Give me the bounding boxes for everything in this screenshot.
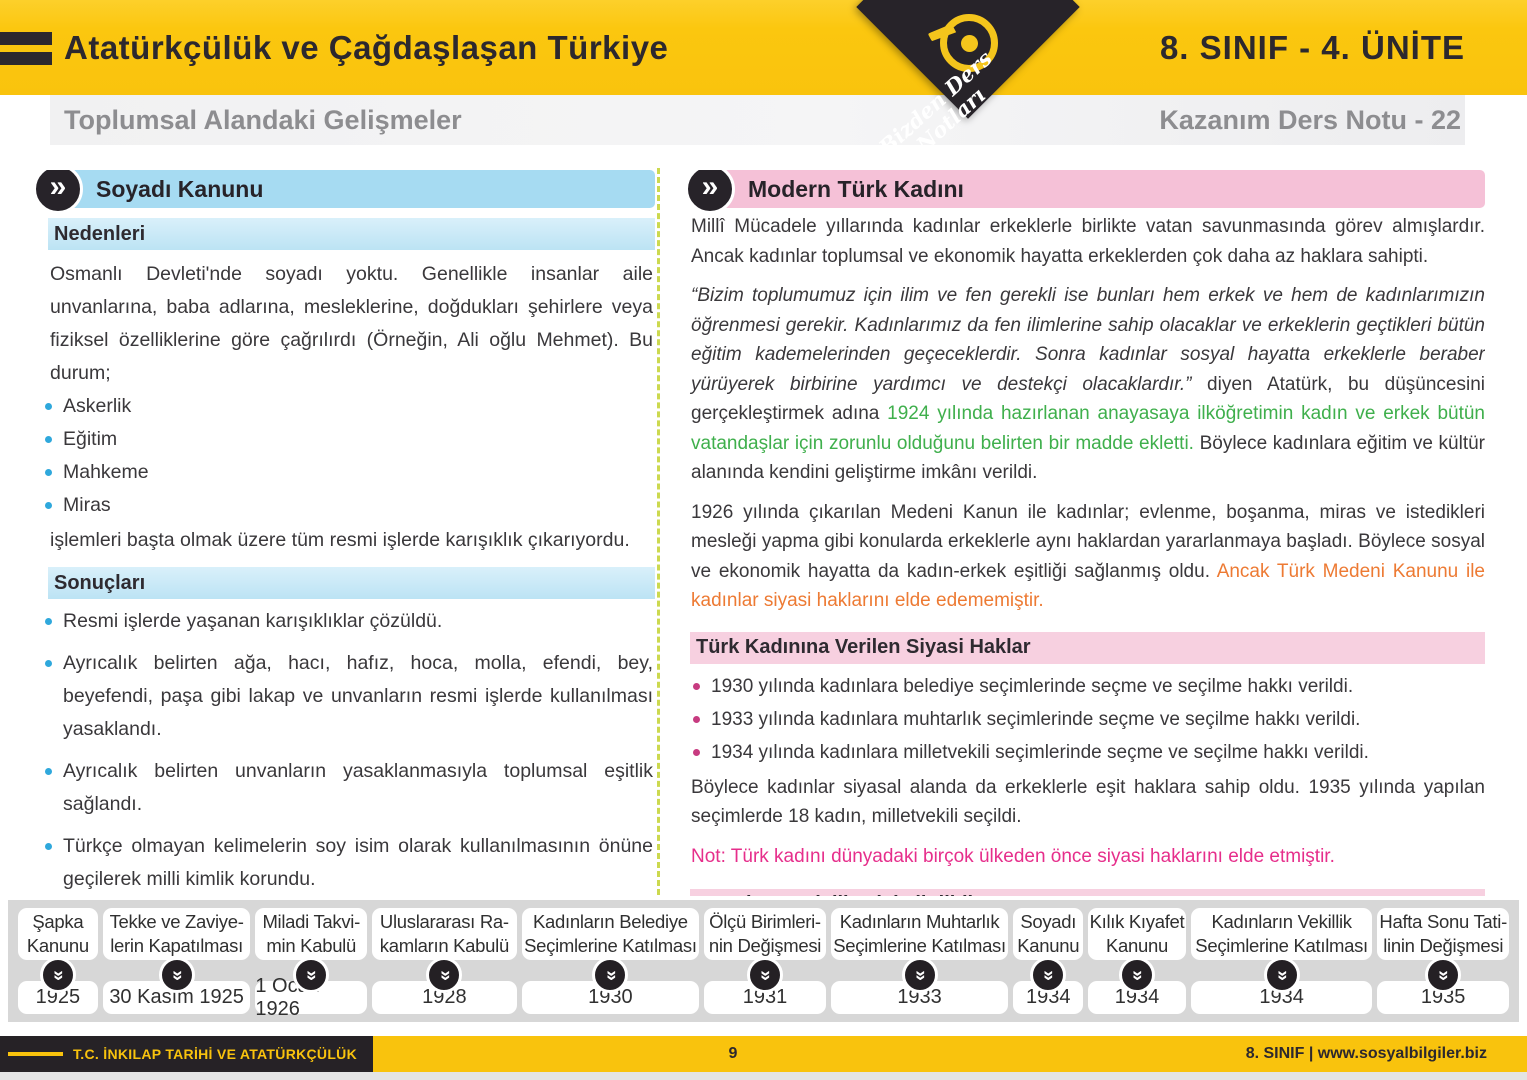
- chevrons-right-icon: »: [685, 170, 735, 214]
- header-bar: Atatürkçülük ve Çağdaşlaşan Türkiye 8. S…: [0, 0, 1527, 95]
- reasons-header: Nedenleri: [48, 218, 655, 250]
- note-text: Not: Türk kadını dünyadaki birçok ülkede…: [691, 845, 1335, 867]
- reasons-list: Askerlik Eğitim Mahkeme Miras: [33, 390, 655, 522]
- timeline-event-label: Kılık Kıyafet Kanunu: [1088, 908, 1186, 960]
- bottom-strip: [0, 1072, 1527, 1080]
- timeline-event-date: 1931: [704, 981, 826, 1014]
- list-item: Mahkeme: [33, 456, 655, 489]
- topic-title: Toplumsal Alandaki Gelişmeler: [64, 104, 462, 135]
- menu-bars-icon: [0, 32, 52, 65]
- civil-code-paragraph: 1926 yılında çıkarılan Medeni Kanun ile …: [685, 494, 1485, 622]
- timeline-event-label: Kadınların Muhtarlık Seçimlerine Katılma…: [830, 908, 1009, 960]
- chevron-down-icon: »: [39, 957, 76, 993]
- chevron-down-icon: »: [426, 957, 463, 993]
- highlight-orange-text: Ancak Türk Medeni Kanunu ile kadınlar si…: [691, 560, 1485, 612]
- chevron-down-icon: »: [1118, 957, 1155, 993]
- timeline-event-label: Kadınların Belediye Seçimlerine Katılmas…: [521, 908, 700, 960]
- chevron-down-icon: »: [1030, 957, 1067, 993]
- quote-conclusion: Böylece kadınlara eğitim ve kültür alanı…: [691, 432, 1485, 484]
- rights-list: 1930 yılında kadınlara belediye seçimler…: [685, 670, 1485, 769]
- section-soyadi-kanunu: » Soyadı Kanunu Nedenleri Osmanlı Devlet…: [33, 170, 655, 896]
- footer-line-decoration: [8, 1052, 63, 1056]
- timeline-event: Kadınların Belediye Seçimlerine Katılmas…: [521, 908, 700, 1014]
- quote-attribution: diyen Atatürk, bu düşüncesini gerçekleşt…: [691, 373, 1485, 425]
- chevrons-right-icon: »: [33, 170, 83, 214]
- footer-site-label: 8. SINIF | www.sosyalbilgiler.biz: [1245, 1045, 1487, 1062]
- list-item: Askerlik: [33, 390, 655, 423]
- timeline-event-date: 1934: [1190, 981, 1373, 1014]
- brand-ribbon: Bizden Ders Notları: [852, 0, 1082, 168]
- results-header: Sonuçları: [48, 567, 655, 599]
- target-logo-icon: [940, 14, 998, 72]
- timeline-event-label: Şapka Kanunu: [18, 908, 98, 960]
- highlight-green-text: 1924 yılında hazırlanan anayasaya ilköğr…: [691, 403, 1485, 454]
- timeline-event-label: Kadınların Vekillik Seçimlerine Katılmas…: [1190, 908, 1373, 960]
- timeline-event-label: Ölçü Birimleri- nin Değişmesi: [704, 908, 826, 960]
- timeline-event-label: Hafta Sonu Tati- linin Değişmesi: [1377, 908, 1509, 960]
- grade-unit-label: 8. SINIF - 4. ÜNİTE: [1159, 28, 1465, 66]
- column-divider: [657, 168, 660, 895]
- section-header: » Modern Türk Kadını: [685, 170, 1485, 214]
- section-modern-turk-kadini: » Modern Türk Kadını Millî Mücadele yıll…: [685, 170, 1485, 896]
- list-item: 1933 yılında kadınlara muhtarlık seçimle…: [685, 703, 1485, 736]
- list-item: Miras: [33, 489, 655, 522]
- results-list: Resmi işlerde yaşanan karışıklıklar çözü…: [33, 605, 655, 896]
- principles-header: Hangi Atatürk ilkesiyle ilgilidir?: [690, 889, 1485, 896]
- chevron-down-icon: »: [1263, 957, 1300, 993]
- timeline-event: Miladi Takvi- min Kabulü » 1 Ocak 1926: [255, 908, 368, 1020]
- quote-text: “Bizim toplumumuz için ilim ve fen gerek…: [691, 285, 1485, 395]
- list-item: Türkçe olmayan kelimelerin soy isim olar…: [33, 830, 655, 896]
- civil-code-text: 1926 yılında çıkarılan Medeni Kanun ile …: [691, 501, 1485, 582]
- section-title: Modern Türk Kadını: [748, 175, 964, 202]
- chevron-down-icon: »: [592, 957, 629, 993]
- chevron-down-icon: »: [1425, 957, 1462, 993]
- unit-title: Atatürkçülük ve Çağdaşlaşan Türkiye: [64, 28, 669, 66]
- timeline-event-label: Miladi Takvi- min Kabulü: [255, 908, 368, 960]
- reasons-intro: Osmanlı Devleti'nde soyadı yoktu. Genell…: [50, 263, 653, 384]
- list-item: 1930 yılında kadınlara belediye seçimler…: [685, 670, 1485, 703]
- list-item: Resmi işlerde yaşanan karışıklıklar çözü…: [33, 605, 655, 638]
- timeline-event: Ölçü Birimleri- nin Değişmesi » 1931: [704, 908, 826, 1014]
- timeline-event: Kadınların Vekillik Seçimlerine Katılmas…: [1190, 908, 1373, 1014]
- timeline-event-label: Soyadı Kanunu: [1013, 908, 1084, 960]
- footer-bar: T.C. İNKILAP TARİHİ VE ATATÜRKÇÜLÜK 9 8.…: [0, 1036, 1527, 1072]
- page-number: 9: [728, 1045, 738, 1062]
- chevron-down-icon: »: [746, 957, 783, 993]
- rights-header: Türk Kadınına Verilen Siyasi Haklar: [690, 631, 1485, 664]
- timeline-strip: Şapka Kanunu » 1925 Tekke ve Zaviye- ler…: [8, 900, 1519, 1022]
- list-item: Ayrıcalık belirten ağa, hacı, hafız, hoc…: [33, 647, 655, 746]
- timeline-event: Tekke ve Zaviye- lerin Kapatılması » 30 …: [102, 908, 251, 1014]
- list-item: Ayrıcalık belirten unvanların yasaklanma…: [33, 755, 655, 821]
- footer-course-title: T.C. İNKILAP TARİHİ VE ATATÜRKÇÜLÜK: [73, 1046, 358, 1062]
- chevron-down-icon: »: [901, 957, 938, 993]
- timeline-event: Kadınların Muhtarlık Seçimlerine Katılma…: [830, 908, 1009, 1014]
- timeline-event: Uluslararası Ra- kamların Kabulü » 1928: [372, 908, 517, 1014]
- list-item: Eğitim: [33, 423, 655, 456]
- timeline-event-date: 1935: [1377, 981, 1509, 1014]
- subheader-bar: Toplumsal Alandaki Gelişmeler Kazanım De…: [50, 95, 1465, 145]
- section-title: Soyadı Kanunu: [96, 175, 264, 202]
- timeline-event: Hafta Sonu Tati- linin Değişmesi » 1935: [1377, 908, 1509, 1014]
- timeline-event-label: Uluslararası Ra- kamların Kabulü: [372, 908, 517, 960]
- timeline-event: Soyadı Kanunu » 1934: [1013, 908, 1084, 1014]
- timeline-event-label: Tekke ve Zaviye- lerin Kapatılması: [102, 908, 251, 960]
- intro-paragraph: Millî Mücadele yıllarında kadınlar erkek…: [691, 216, 1485, 267]
- list-item: 1934 yılında kadınlara milletvekili seçi…: [685, 736, 1485, 769]
- reasons-outro: işlemleri başta olmak üzere tüm resmi iş…: [50, 529, 630, 551]
- chevron-down-icon: »: [293, 957, 330, 993]
- chevron-down-icon: »: [158, 957, 195, 993]
- timeline-event: Şapka Kanunu » 1925: [18, 908, 98, 1014]
- timeline-event: Kılık Kıyafet Kanunu » 1934: [1088, 908, 1186, 1014]
- quote-paragraph: “Bizim toplumumuz için ilim ve fen gerek…: [685, 277, 1485, 494]
- footer-course-box: T.C. İNKILAP TARİHİ VE ATATÜRKÇÜLÜK: [0, 1036, 374, 1072]
- lesson-note-label: Kazanım Ders Notu - 22: [1159, 104, 1461, 135]
- section-header: » Soyadı Kanunu: [33, 170, 655, 214]
- rights-outro: Böylece kadınlar siyasal alanda da erkek…: [691, 776, 1485, 828]
